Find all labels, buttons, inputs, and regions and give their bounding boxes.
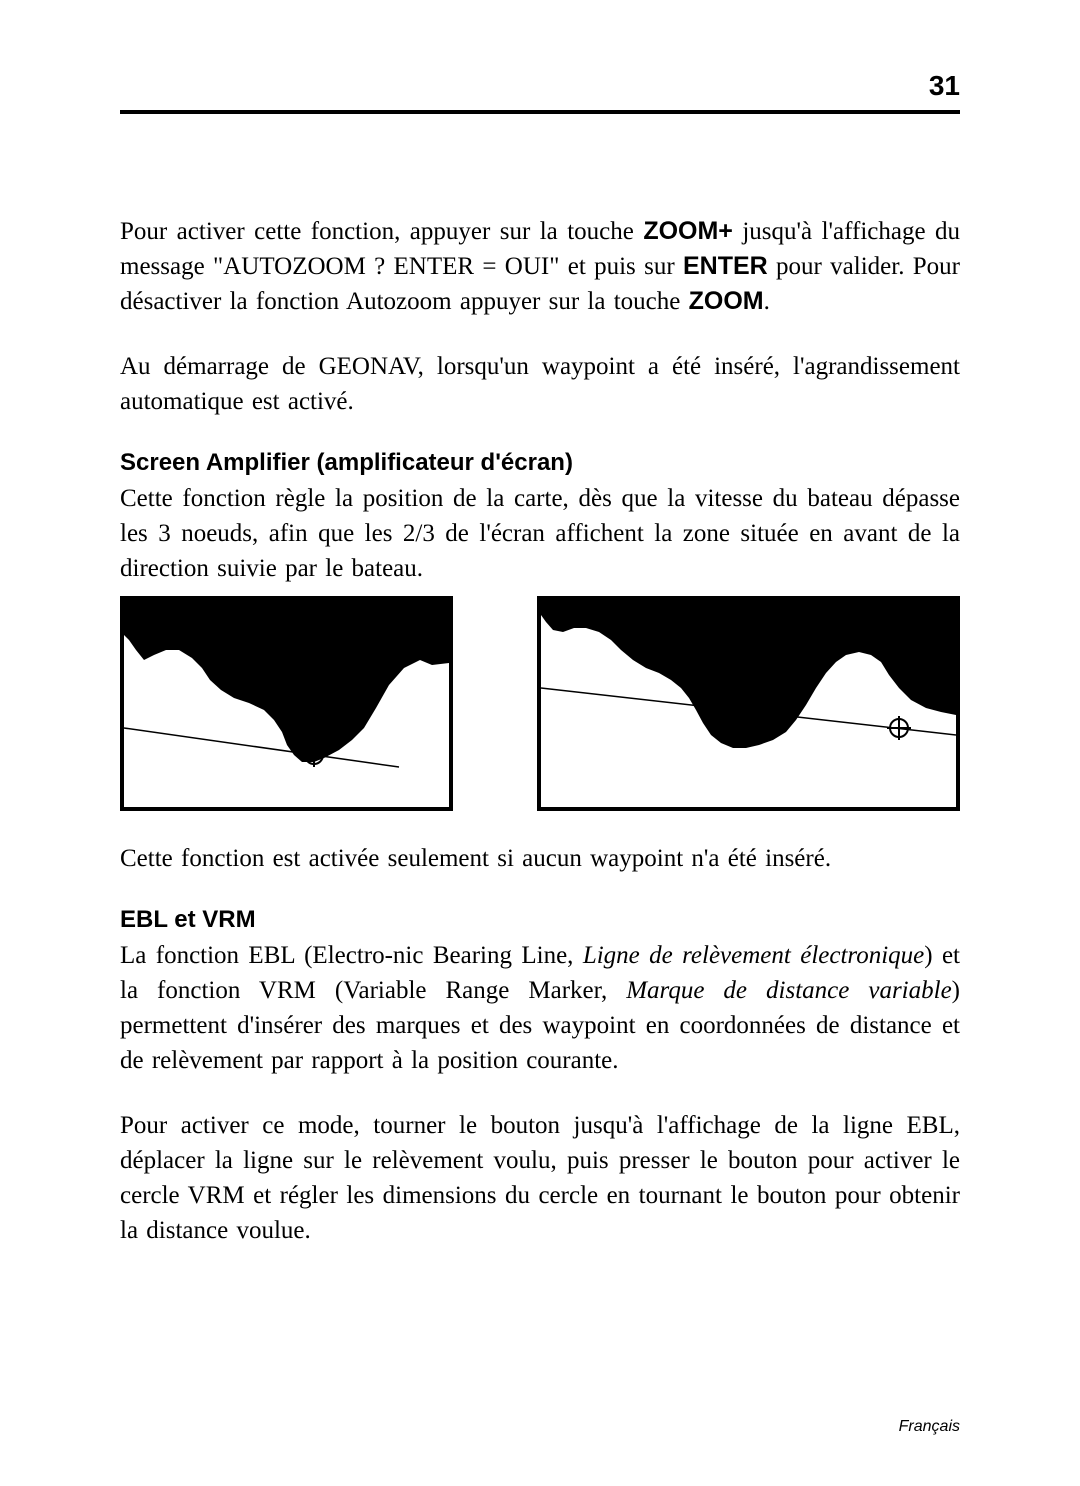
- key-enter: ENTER: [683, 252, 768, 280]
- italic-ligne-relevement: Ligne de relèvement électronique: [583, 942, 924, 969]
- italic-marque-distance: Marque de distance variable: [626, 977, 951, 1004]
- paragraph-ebl-vrm-desc: La fonction EBL (Electro-nic Bearing Lin…: [120, 938, 960, 1078]
- heading-screen-amplifier: Screen Amplifier (amplificateur d'écran): [120, 449, 960, 477]
- paragraph-activate-mode: Pour activer ce mode, tourner le bouton …: [120, 1108, 960, 1248]
- paragraph-autozoom: Pour activer cette fonction, appuyer sur…: [120, 214, 960, 319]
- text: .: [764, 288, 770, 315]
- key-zoom-plus: ZOOM+: [643, 217, 733, 245]
- key-zoom: ZOOM: [689, 287, 764, 315]
- figure-right: [537, 596, 960, 811]
- heading-ebl-vrm: EBL et VRM: [120, 906, 960, 934]
- paragraph-function-active: Cette fonction est activée seulement si …: [120, 841, 960, 876]
- paragraph-screen-amplifier: Cette fonction règle la position de la c…: [120, 481, 960, 586]
- paragraph-geonav-start: Au démarrage de GEONAV, lorsqu'un waypoi…: [120, 349, 960, 419]
- text: Pour activer cette fonction, appuyer sur…: [120, 218, 643, 245]
- figure-row: [120, 596, 960, 811]
- figure-left: [120, 596, 453, 811]
- footer-language: Français: [899, 1418, 960, 1436]
- page-number: 31: [120, 70, 960, 114]
- map-right-icon: [541, 600, 956, 800]
- map-left-icon: [124, 600, 449, 802]
- text: La fonction EBL (Electro-nic Bearing Lin…: [120, 942, 583, 969]
